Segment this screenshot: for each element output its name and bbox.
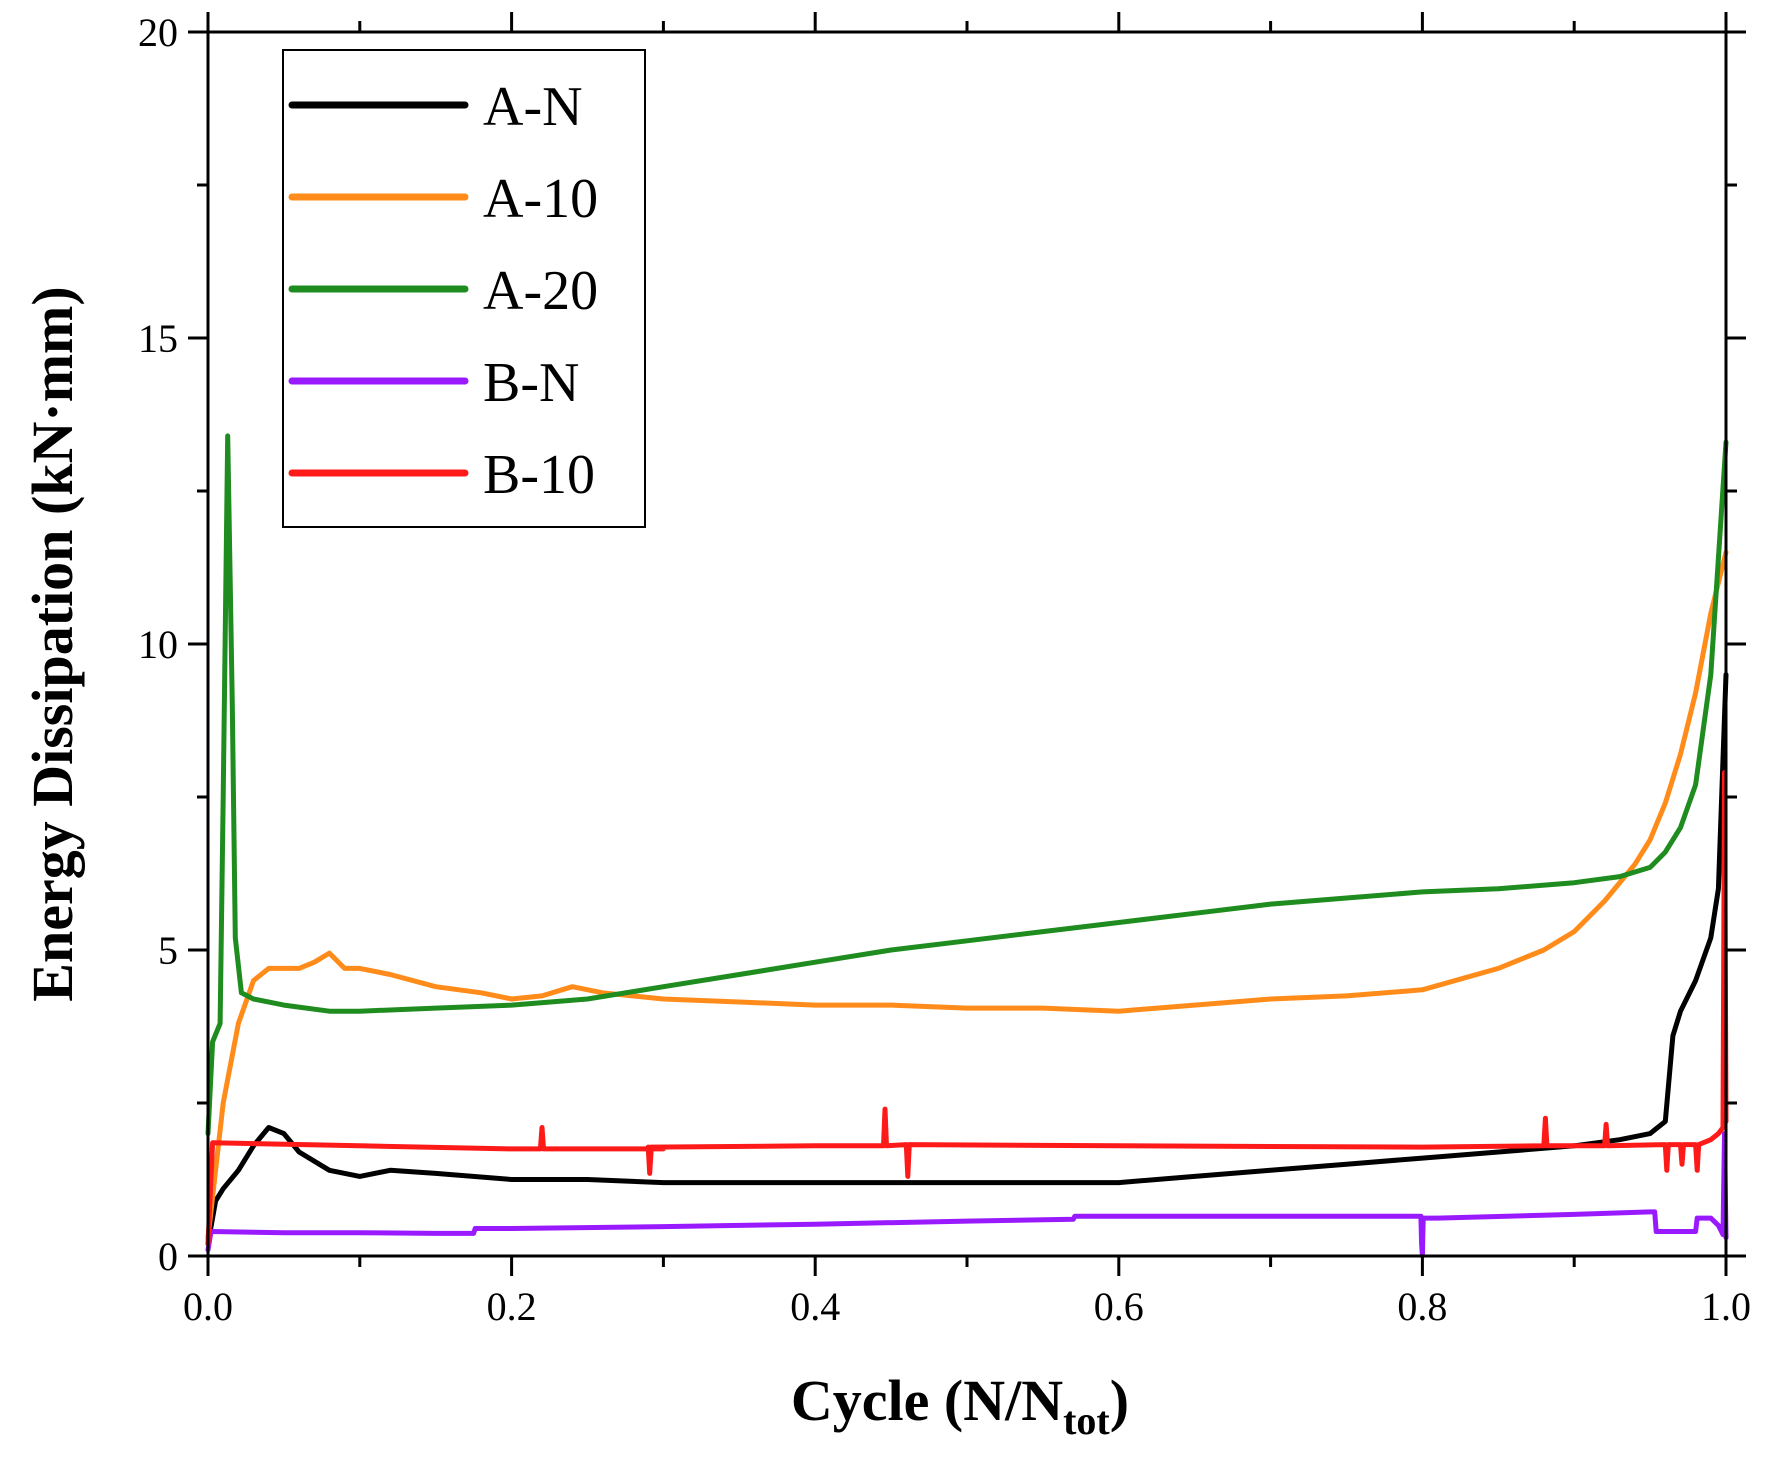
x-tick-label: 1.0: [1701, 1284, 1751, 1329]
legend: A-N A-10 A-20 B-N B-10: [282, 49, 646, 528]
x-axis-title-main: Cycle (N/N: [791, 1368, 1063, 1433]
x-axis-title-end: ): [1110, 1368, 1129, 1433]
x-tick-label: 0.6: [1094, 1284, 1144, 1329]
x-tick-label: 0.0: [183, 1284, 233, 1329]
legend-label-b-n: B-N: [483, 352, 579, 414]
series-layer: [205, 433, 1729, 1259]
legend-label-b-10: B-10: [483, 444, 595, 506]
x-tick-label: 0.2: [487, 1284, 537, 1329]
legend-label-a-20: A-20: [483, 260, 598, 322]
legend-label-a-n: A-N: [483, 76, 583, 138]
axis-ticks: [188, 12, 1746, 1276]
series-line-a-n: [205, 672, 1729, 1247]
x-axis-title-subscript: tot: [1063, 1398, 1110, 1443]
series-line-b-10: [205, 770, 1729, 1247]
series-line-a-20: [205, 433, 1729, 1137]
y-axis-title: Energy Dissipation (kN·mm): [20, 286, 85, 1001]
legend-label-a-10: A-10: [483, 168, 598, 230]
series-line-a-10: [205, 549, 1729, 1241]
x-axis-title: Cycle (N/Ntot): [791, 1368, 1129, 1443]
y-tick-label: 20: [138, 10, 178, 55]
y-tick-label: 5: [158, 928, 178, 973]
y-tick-label: 10: [138, 622, 178, 667]
x-tick-label: 0.8: [1397, 1284, 1447, 1329]
y-tick-label: 0: [158, 1234, 178, 1279]
legend-items: A-N A-10 A-20 B-N B-10: [288, 76, 598, 506]
axis-tick-labels: 0.0 0.2 0.4 0.6 0.8 1.0 0 5 10 15 20: [138, 10, 1751, 1329]
y-tick-label: 15: [138, 316, 178, 361]
x-tick-label: 0.4: [790, 1284, 840, 1329]
series-line-b-n: [205, 1131, 1729, 1259]
